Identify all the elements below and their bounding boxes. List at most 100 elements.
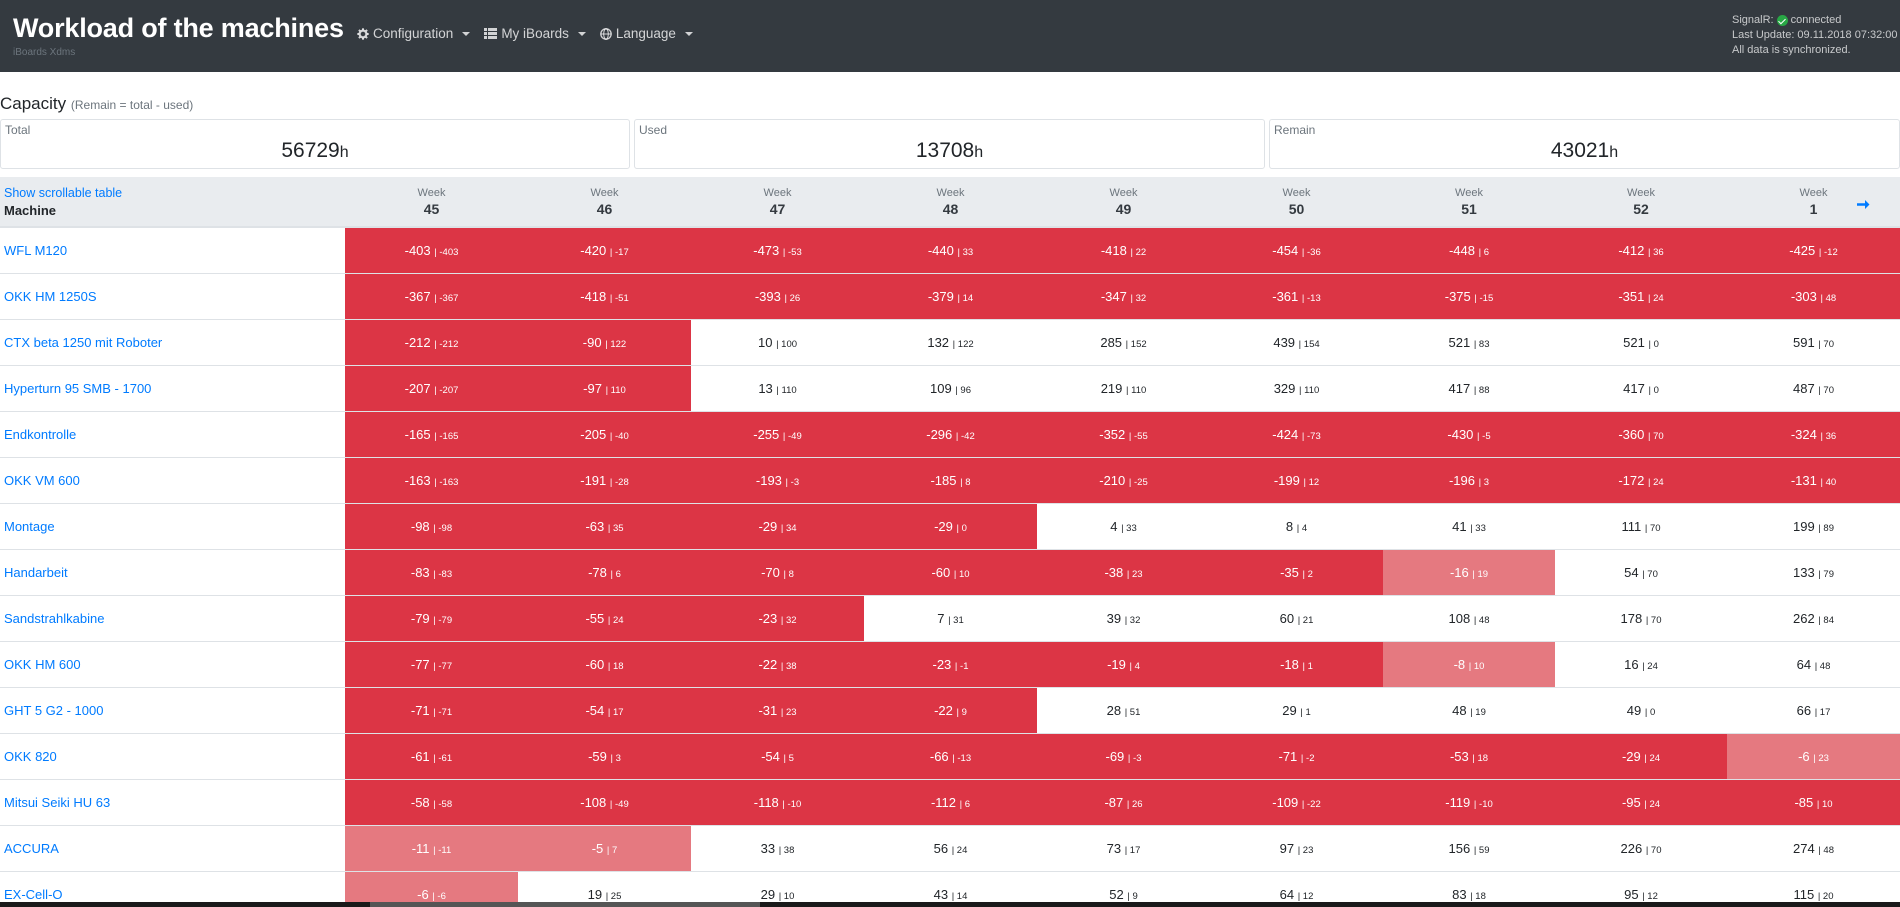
remaining-value: -35 [1280,564,1299,580]
machine-name-link[interactable]: WFL M120 [0,226,345,273]
delta-value: | 70 [1645,844,1662,856]
machine-name-link[interactable]: GHT 5 G2 - 1000 [0,686,345,733]
delta-value: | 40 [1820,476,1837,488]
remaining-value: 285 [1100,334,1123,350]
table-row: Mitsui Seiki HU 63 -58 | -58 -108 | -49 -11… [0,778,1900,825]
machine-name-link[interactable]: Handarbeit [0,548,345,595]
remaining-value: -18 [1280,656,1299,672]
remaining-value: -403 [404,242,431,258]
workload-cell: -119 | -10 [1383,778,1555,825]
week-number: 49 [1115,200,1132,217]
remaining-value: -303 [1790,288,1817,304]
delta-value: | 1 [1300,706,1311,718]
delta-value: | -71 [433,706,453,718]
machine-name-link[interactable]: OKK HM 1250S [0,272,345,319]
remaining-value: -420 [580,242,607,258]
remaining-value: -118 [753,794,779,810]
remaining-value: -8 [1453,656,1466,672]
remaining-value: 49 [1626,702,1642,718]
workload-cell: -196 | 3 [1383,456,1555,503]
delta-value: | -28 [609,476,629,488]
machine-name-link[interactable]: Mitsui Seiki HU 63 [0,778,345,825]
machine-name-link[interactable]: CTX beta 1250 mit Roboter [0,318,345,365]
machine-name-link[interactable]: Montage [0,502,345,549]
delta-value: | 0 [1644,706,1656,718]
delta-value: | 32 [1130,292,1147,304]
delta-value: | 100 [776,338,798,350]
workload-cell: 29 | 10 [691,870,864,907]
table-row: ACCURA -11 | -11 -5 | 7 33 | 38 56 | 24 73 | … [0,824,1900,871]
delta-value: | 48 [1820,292,1837,304]
machine-name-link[interactable]: EX-Cell-O [0,870,345,907]
delta-value: | -13 [1301,292,1321,304]
nav-language[interactable]: Language [599,26,693,41]
remaining-value: 8 [1285,518,1294,534]
remaining-value: 48 [1452,702,1467,718]
show-scrollable-table-link[interactable]: Show scrollable table [4,185,123,200]
workload-cell: -418 | -51 [518,272,691,319]
remaining-value: -367 [404,288,431,304]
delta-value: | -61 [433,752,453,764]
remaining-value: -78 [588,564,607,580]
workload-table-container[interactable]: Show scrollable table Machine Week 45 Week… [0,177,1900,907]
remaining-value: -412 [1618,242,1645,258]
nav-my-iboards[interactable]: My iBoards [484,26,586,41]
delta-value: | -58 [433,798,453,810]
workload-cell: 439 | 154 [1210,318,1383,365]
delta-value: | 79 [1818,568,1834,580]
capacity-used-label: Used [639,123,668,137]
remaining-value: -196 [1448,472,1475,488]
delta-value: | 3 [610,752,621,764]
machine-name-link[interactable]: Hyperturn 95 SMB - 1700 [0,364,345,411]
table-row: Handarbeit -83 | -83 -78 | 6 -70 | 8 -60 | 1… [0,548,1900,595]
workload-cell: -95 | 24 [1555,778,1727,825]
delta-value: | 70 [1645,614,1662,626]
remaining-value: -351 [1618,288,1645,304]
workload-cell: 64 | 48 [1727,640,1900,687]
remaining-value: -324 [1790,426,1817,442]
workload-cell: -199 | 12 [1210,456,1383,503]
remaining-value: 41 [1452,518,1467,534]
remaining-value: 108 [1448,610,1471,626]
remaining-value: -16 [1449,564,1469,580]
table-header-row: Show scrollable table Machine Week 45 Week… [0,177,1900,228]
workload-cell: -375 | -15 [1383,272,1555,319]
workload-cell: -351 | 24 [1555,272,1727,319]
capacity-heading: Capacity (Remain = total - used) [0,94,193,114]
remaining-value: -54 [585,702,605,718]
table-row: Endkontrolle -165 | -165 -205 | -40 -255 | … [0,410,1900,457]
machine-name-link[interactable]: OKK HM 600 [0,640,345,687]
machine-name-link[interactable]: Sandstrahlkabine [0,594,345,641]
delta-value: | 1 [1302,660,1313,672]
nav-configuration[interactable]: Configuration [357,26,471,41]
machine-name-link[interactable]: OKK VM 600 [0,456,345,503]
delta-value: | 3 [1478,476,1490,488]
table-row: OKK HM 1250S -367 | -367 -418 | -51 -393 | … [0,272,1900,319]
horizontal-scrollbar[interactable] [0,902,1900,907]
workload-cell: 97 | 23 [1210,824,1383,871]
arrow-right-icon[interactable] [1857,197,1870,215]
scrollbar-thumb[interactable] [370,902,760,907]
remaining-value: -191 [580,472,607,488]
machine-name-link[interactable]: Endkontrolle [0,410,345,457]
workload-cell: 133 | 79 [1727,548,1900,595]
delta-value: | 70 [1818,338,1834,350]
delta-value: | 32 [1124,614,1141,626]
workload-cell: 285 | 152 [1037,318,1210,365]
machine-name-link[interactable]: OKK 820 [0,732,345,779]
remaining-value: -23 [932,656,952,672]
workload-cell: -393 | 26 [691,272,864,319]
remaining-value: -6 [417,886,429,902]
remaining-value: -79 [410,610,430,626]
delta-value: | -83 [433,568,453,580]
workload-cell: -6 | -6 [345,870,518,907]
machine-name-link[interactable]: ACCURA [0,824,345,871]
week-header: Week 49 [1037,177,1210,228]
delta-value: | -98 [433,522,453,534]
remaining-value: 178 [1620,610,1643,626]
remaining-value: -210 [1099,472,1126,488]
remaining-value: -58 [410,794,430,810]
sync-status: All data is synchronized. [1732,44,1851,56]
delta-value: | 35 [607,522,624,534]
remaining-value: 521 [1623,334,1645,350]
